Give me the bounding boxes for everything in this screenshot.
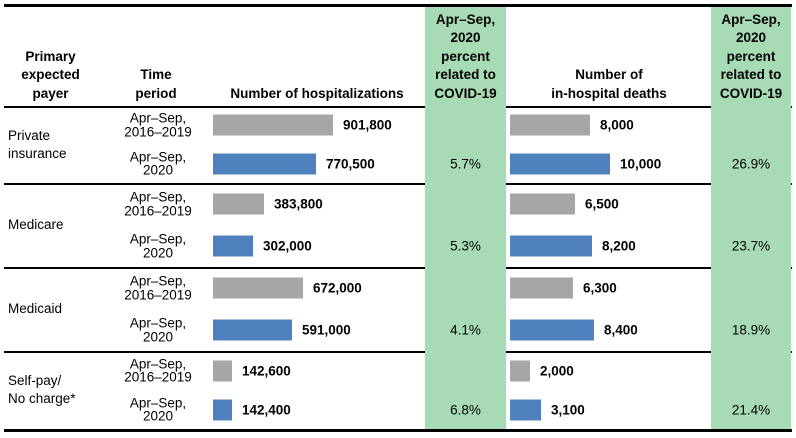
covid-percent-hospitalizations-value: 6.8% — [450, 402, 481, 417]
time-period-label: Apr–Sep, 2020 — [129, 231, 187, 260]
deaths-bar — [510, 153, 610, 175]
deaths-bar — [510, 114, 590, 136]
time-period-label: Apr–Sep, 2016–2019 — [124, 189, 192, 218]
payer-group: Medicare Apr–Sep, 2016–2019 383,800 6,500 Apr… — [0, 183, 796, 267]
time-period-label: Apr–Sep, 2016–2019 — [124, 273, 192, 302]
time-period-label: Apr–Sep, 2020 — [129, 149, 187, 178]
covid-percent-hospitalizations-value: 5.3% — [450, 238, 481, 254]
hospitalizations-bar — [213, 193, 264, 215]
hospitalizations-bar — [213, 114, 333, 136]
header-covid-percent-deaths: Apr–Sep, 2020 percent related to COVID-19 — [719, 11, 783, 101]
hospitalizations-value: 142,400 — [242, 402, 291, 417]
deaths-bar — [510, 193, 575, 215]
deaths-value: 6,300 — [583, 280, 617, 296]
covid-percent-band-deaths — [711, 7, 791, 429]
header-covid-percent-hospitalizations: Apr–Sep, 2020 percent related to COVID-19 — [434, 11, 497, 101]
payer-label: Medicare — [8, 217, 64, 232]
covid-percent-deaths-value: 21.4% — [731, 402, 771, 417]
deaths-bar — [510, 319, 594, 341]
data-subrow-prior: Apr–Sep, 2016–2019 142,600 2,000 — [0, 351, 796, 390]
hospitalizations-value: 142,600 — [242, 363, 291, 378]
hospitalizations-bar — [213, 277, 303, 299]
payer-label: Private insurance — [8, 127, 67, 161]
row-separator-rule — [4, 351, 792, 353]
time-period-label: Apr–Sep, 2016–2019 — [124, 110, 192, 140]
payer-label: Medicaid — [8, 301, 63, 316]
hospitalizations-bar — [213, 153, 316, 175]
data-subrow-prior: Apr–Sep, 2016–2019 672,000 6,300 — [0, 267, 796, 309]
deaths-value: 6,500 — [585, 196, 619, 212]
covid-percent-deaths-value: 23.7% — [731, 238, 771, 254]
covid-percent-hospitalizations-value: 4.1% — [450, 322, 481, 338]
header-primary-expected-payer: Primary expected payer — [21, 48, 80, 101]
deaths-bar — [510, 399, 541, 420]
row-separator-rule — [4, 183, 792, 185]
hospitalizations-value: 591,000 — [302, 322, 351, 338]
deaths-bar — [510, 360, 530, 381]
time-period-label: Apr–Sep, 2020 — [129, 315, 187, 344]
covid-percent-deaths-value: 26.9% — [731, 156, 771, 172]
payer-group: Private insurance Apr–Sep, 2016–2019 901,800… — [0, 106, 796, 183]
hospitalizations-bar — [213, 235, 253, 257]
data-subrow-2020: Apr–Sep, 2020 142,400 3,100 6.8% 21.4% — [0, 390, 796, 429]
deaths-value: 8,400 — [604, 322, 638, 338]
hospitalizations-value: 901,800 — [343, 117, 392, 133]
hospitalizations-value: 302,000 — [263, 238, 312, 254]
deaths-value: 3,100 — [551, 402, 585, 417]
covid-percent-hospitalizations-value: 5.7% — [450, 156, 481, 172]
hospitalizations-bar — [213, 360, 232, 381]
header-time-period: Time period — [135, 67, 177, 101]
hospitalizations-value: 383,800 — [274, 196, 323, 212]
hospitalizations-value: 672,000 — [313, 280, 362, 296]
covid-percent-band-hospitalizations — [425, 7, 506, 429]
covid-percent-deaths-value: 18.9% — [731, 322, 771, 338]
deaths-bar — [510, 277, 573, 299]
table-bottom-rule — [4, 429, 792, 432]
row-separator-rule — [4, 267, 792, 269]
payer-group: Self-pay/No charge* Apr–Sep, 2016–2019 142,… — [0, 351, 796, 429]
header-separator-rule — [4, 106, 792, 108]
deaths-bar — [510, 235, 592, 257]
data-subrow-2020: Apr–Sep, 2020 591,000 8,400 4.1% 18.9% — [0, 309, 796, 351]
deaths-value: 2,000 — [540, 363, 574, 378]
time-period-label: Apr–Sep, 2020 — [129, 395, 187, 424]
data-subrow-2020: Apr–Sep, 2020 302,000 8,200 5.3% 23.7% — [0, 225, 796, 267]
data-subrow-2020: Apr–Sep, 2020 770,500 10,000 5.7% 26.9% — [0, 145, 796, 184]
data-subrow-prior: Apr–Sep, 2016–2019 901,800 8,000 — [0, 106, 796, 145]
hospitalizations-bar — [213, 399, 232, 420]
hospitalizations-bar — [213, 319, 292, 341]
deaths-value: 8,200 — [602, 238, 636, 254]
table-top-rule — [4, 4, 792, 7]
deaths-value: 8,000 — [600, 117, 634, 133]
header-number-of-hospitalizations: Number of hospitalizations — [230, 85, 404, 101]
header-number-of-in-hospital-deaths: Number of in-hospital deaths — [551, 67, 667, 101]
hospitalizations-value: 770,500 — [326, 156, 375, 172]
payer-group: Medicaid Apr–Sep, 2016–2019 672,000 6,300 Apr… — [0, 267, 796, 351]
time-period-label: Apr–Sep, 2016–2019 — [124, 356, 192, 385]
deaths-value: 10,000 — [620, 156, 662, 172]
payer-label: Self-pay/No charge* — [8, 373, 76, 406]
data-subrow-prior: Apr–Sep, 2016–2019 383,800 6,500 — [0, 183, 796, 225]
